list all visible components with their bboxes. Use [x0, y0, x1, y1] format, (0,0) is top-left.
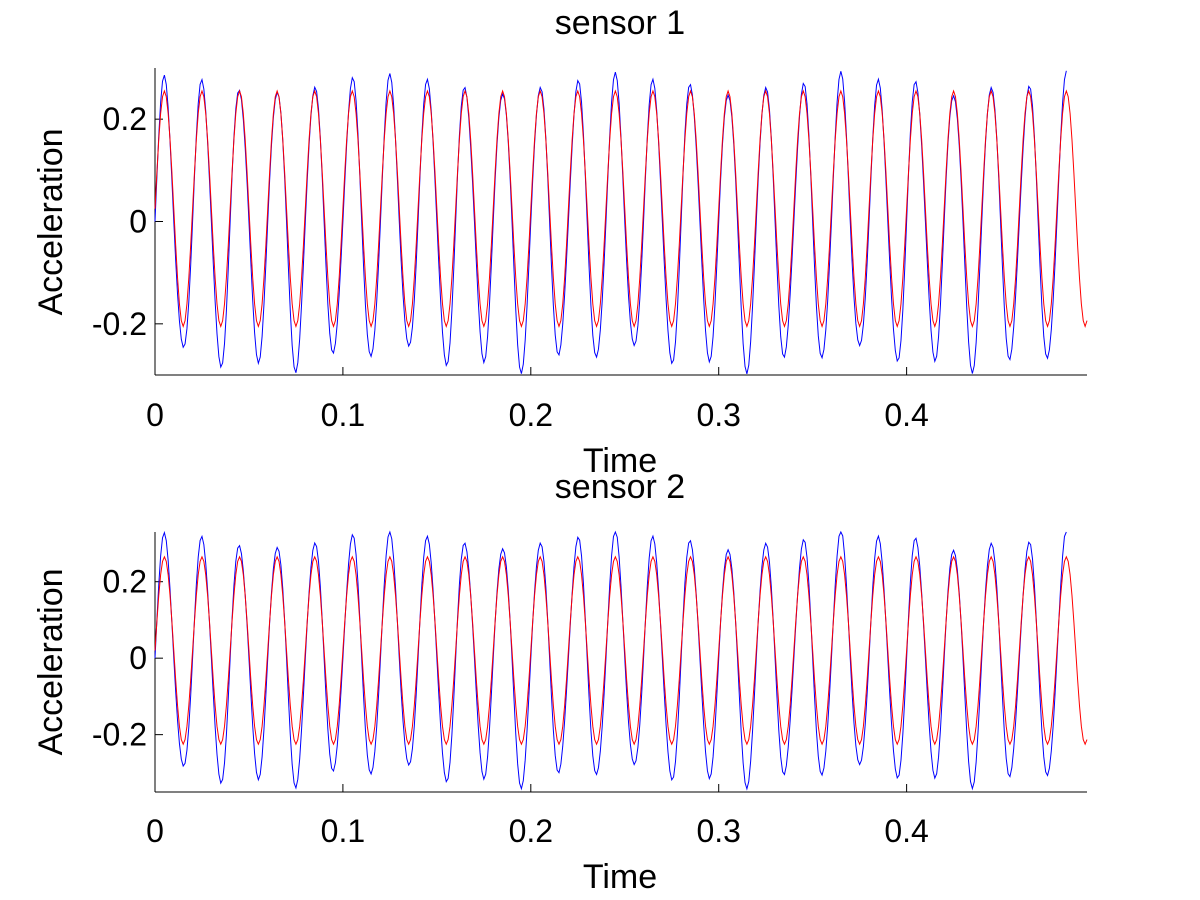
chart-title: sensor 2: [555, 468, 685, 506]
subplot-sensor-1: sensor 1 Acceleration Time 0 0.1 0.2 0.3 0.4…: [32, 4, 1088, 480]
y-tick-label: 0.2: [103, 101, 147, 137]
x-tick-label: 0.2: [509, 397, 553, 433]
y-tick-label: -0.2: [92, 717, 147, 753]
series-line-red: [154, 89, 1088, 329]
x-axis-label: Time: [583, 858, 657, 896]
x-tick-label: 0: [146, 813, 164, 849]
x-tick-label: 0.3: [696, 813, 740, 849]
x-tick-label: 0.1: [321, 813, 365, 849]
x-tick-label: 0.1: [321, 397, 365, 433]
x-tick-label: 0: [146, 397, 164, 433]
x-tick-label: 0.3: [696, 397, 740, 433]
x-tick-label: 0.4: [884, 813, 928, 849]
x-axis-label: Time: [583, 442, 657, 480]
y-tick-label: 0: [129, 640, 147, 676]
series-line-blue: [154, 530, 1067, 791]
y-axis-label: Acceleration: [32, 128, 70, 315]
x-tick-label: 0.4: [884, 397, 928, 433]
y-tick-label: 0.2: [103, 564, 147, 600]
y-axis-label: Acceleration: [32, 568, 70, 755]
series-line-blue: [154, 70, 1067, 374]
chart-title: sensor 1: [555, 4, 685, 42]
plot-area: 0 0.1 0.2 0.3 0.4 -0.2 0 0.2: [92, 68, 1088, 433]
subplot-sensor-2: sensor 2 Acceleration Time 0 0.1 0.2 0.3 0.4…: [32, 468, 1088, 896]
plot-area: 0 0.1 0.2 0.3 0.4 -0.2 0 0.2: [92, 530, 1088, 849]
series-line-red: [154, 555, 1088, 746]
y-tick-label: 0: [129, 204, 147, 240]
x-tick-label: 0.2: [509, 813, 553, 849]
y-tick-label: -0.2: [92, 306, 147, 342]
